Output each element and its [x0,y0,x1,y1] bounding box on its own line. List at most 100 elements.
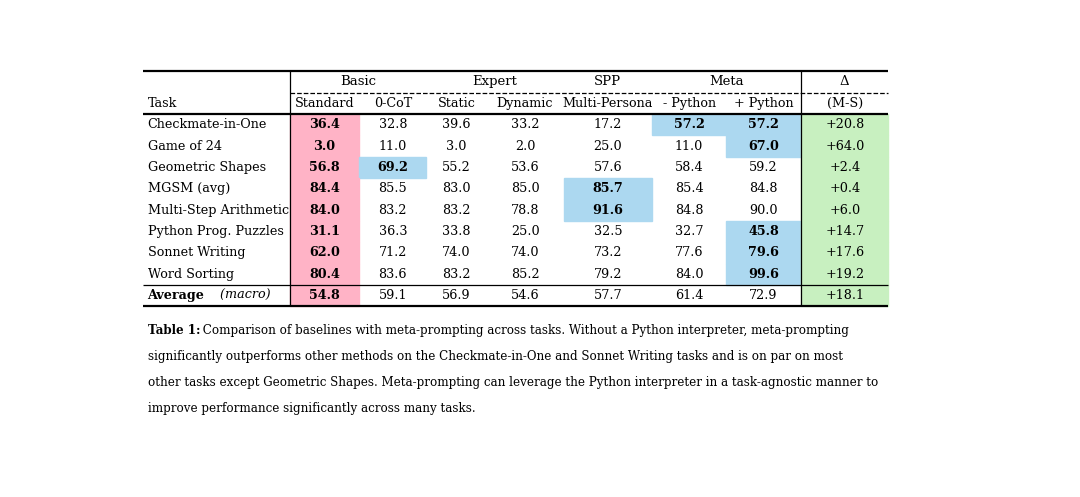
Bar [289,135,360,157]
Text: 25.0: 25.0 [511,225,539,238]
Text: 91.6: 91.6 [593,204,623,217]
Text: 57.7: 57.7 [594,289,622,302]
Text: 62.0: 62.0 [309,247,340,259]
Text: +20.8: +20.8 [825,118,864,131]
Bar [801,243,889,264]
Text: Table 1:: Table 1: [148,324,200,336]
Text: Checkmate-in-One: Checkmate-in-One [148,118,267,131]
Text: 32.7: 32.7 [675,225,703,238]
Bar [726,243,801,264]
Text: 33.2: 33.2 [511,118,539,131]
Text: improve performance significantly across many tasks.: improve performance significantly across… [148,402,475,415]
Text: 80.4: 80.4 [309,268,340,281]
Text: +64.0: +64.0 [825,140,864,153]
Text: 69.2: 69.2 [377,161,408,174]
Text: 85.4: 85.4 [675,182,703,195]
Text: SPP: SPP [594,76,621,88]
Text: 53.6: 53.6 [511,161,539,174]
Text: 25.0: 25.0 [594,140,622,153]
Text: 59.2: 59.2 [750,161,778,174]
Text: 72.9: 72.9 [750,289,778,302]
Text: Δ: Δ [840,76,850,88]
Bar [801,285,889,307]
Text: 85.0: 85.0 [511,182,539,195]
Bar [289,243,360,264]
Text: 36.3: 36.3 [379,225,407,238]
Text: 84.0: 84.0 [309,204,340,217]
Text: 84.0: 84.0 [675,268,703,281]
Text: Expert: Expert [472,76,517,88]
Text: 2.0: 2.0 [515,140,536,153]
Text: 45.8: 45.8 [748,225,779,238]
Bar [801,199,889,221]
Text: 74.0: 74.0 [442,247,471,259]
Text: 56.9: 56.9 [442,289,471,302]
Bar [289,157,360,178]
Text: 83.2: 83.2 [379,204,407,217]
Text: 54.6: 54.6 [511,289,539,302]
Text: 74.0: 74.0 [511,247,539,259]
Text: 36.4: 36.4 [309,118,340,131]
Text: 99.6: 99.6 [748,268,779,281]
Text: 59.1: 59.1 [379,289,407,302]
Bar [652,114,726,135]
Text: 85.5: 85.5 [378,182,407,195]
Text: 84.8: 84.8 [675,204,703,217]
Text: Static: Static [437,97,475,110]
Text: Geometric Shapes: Geometric Shapes [148,161,266,174]
Text: 32.8: 32.8 [379,118,407,131]
Text: +14.7: +14.7 [825,225,864,238]
Text: 11.0: 11.0 [379,140,407,153]
Text: 61.4: 61.4 [675,289,703,302]
Text: MGSM (avg): MGSM (avg) [148,182,230,195]
Text: significantly outperforms other methods on the Checkmate-in-One and Sonnet Writi: significantly outperforms other methods … [148,350,842,363]
Text: Task: Task [148,97,177,110]
Text: 83.6: 83.6 [379,268,407,281]
Text: 79.6: 79.6 [748,247,779,259]
Text: 83.2: 83.2 [442,204,471,217]
Text: 56.8: 56.8 [309,161,340,174]
Text: Meta: Meta [710,76,744,88]
Text: +6.0: +6.0 [829,204,861,217]
Text: Standard: Standard [295,97,354,110]
Text: 0-CoT: 0-CoT [374,97,411,110]
Text: +0.4: +0.4 [829,182,861,195]
Text: Dynamic: Dynamic [497,97,553,110]
Text: 54.8: 54.8 [309,289,340,302]
Text: +2.4: +2.4 [829,161,861,174]
Text: 85.2: 85.2 [511,268,539,281]
Text: 39.6: 39.6 [442,118,471,131]
Text: Average: Average [148,289,204,302]
Bar [726,264,801,285]
Bar [801,157,889,178]
Text: (macro): (macro) [216,289,271,302]
Text: 57.2: 57.2 [748,118,779,131]
Text: 73.2: 73.2 [594,247,622,259]
Bar [564,178,652,199]
Text: 85.7: 85.7 [593,182,623,195]
Bar [801,264,889,285]
Text: Comparison of baselines with meta-prompting across tasks. Without a Python inter: Comparison of baselines with meta-prompt… [199,324,849,336]
Text: 57.2: 57.2 [674,118,704,131]
Bar [726,221,801,243]
Bar [564,199,652,221]
Bar [801,135,889,157]
Bar [801,178,889,199]
Text: 11.0: 11.0 [675,140,703,153]
Text: 3.0: 3.0 [313,140,336,153]
Text: Multi-Persona: Multi-Persona [563,97,653,110]
Text: Word Sorting: Word Sorting [148,268,233,281]
Text: 17.2: 17.2 [594,118,622,131]
Bar [289,114,360,135]
Text: other tasks except Geometric Shapes. Meta-prompting can leverage the Python inte: other tasks except Geometric Shapes. Met… [148,376,878,389]
Bar [801,221,889,243]
Text: 77.6: 77.6 [675,247,703,259]
Text: (M-S): (M-S) [826,97,863,110]
Text: +18.1: +18.1 [825,289,864,302]
Text: 55.2: 55.2 [442,161,471,174]
Bar [726,114,801,135]
Text: +17.6: +17.6 [825,247,864,259]
Bar [289,221,360,243]
Text: Sonnet Writing: Sonnet Writing [148,247,245,259]
Text: 90.0: 90.0 [750,204,778,217]
